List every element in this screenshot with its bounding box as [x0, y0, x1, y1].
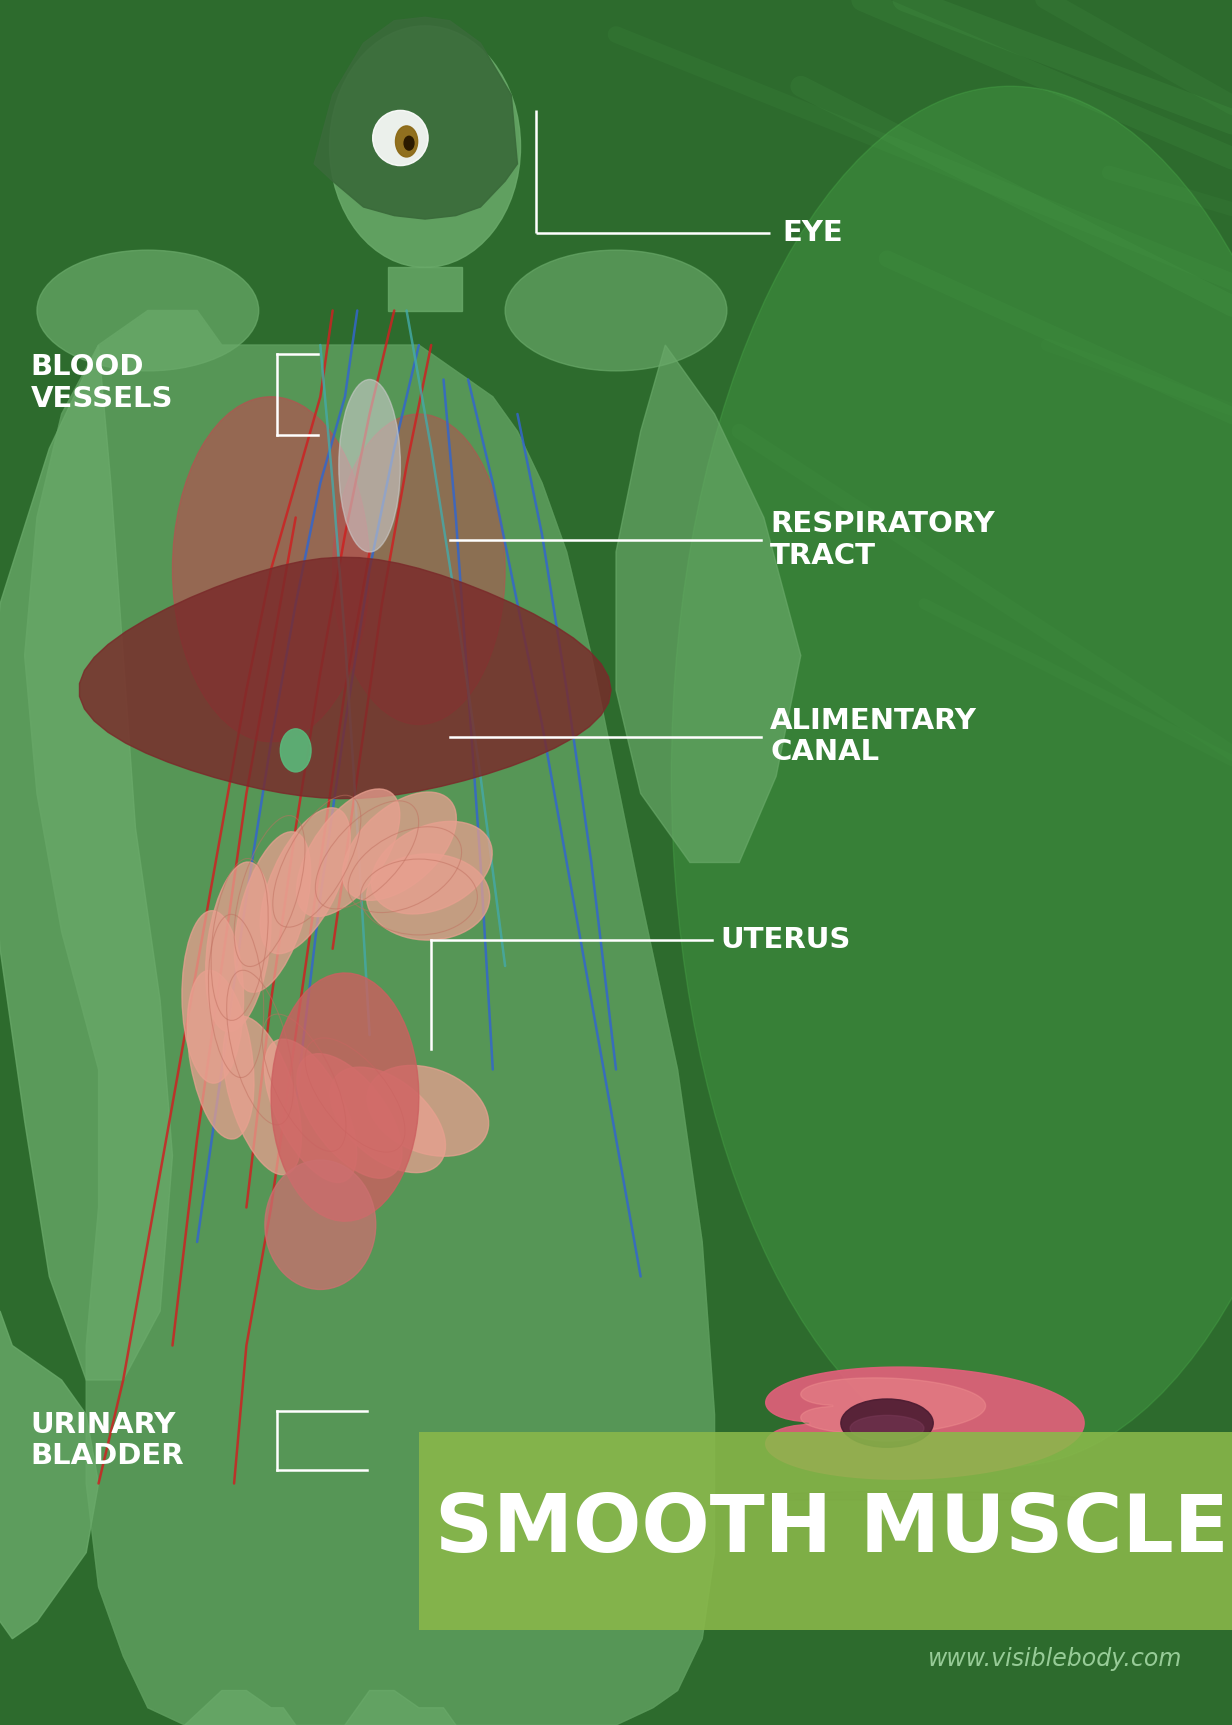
- Ellipse shape: [265, 1038, 357, 1182]
- Ellipse shape: [172, 397, 370, 742]
- Ellipse shape: [329, 26, 520, 267]
- Polygon shape: [172, 1690, 296, 1725]
- Ellipse shape: [850, 1414, 924, 1442]
- Ellipse shape: [505, 250, 727, 371]
- Ellipse shape: [297, 788, 400, 916]
- Ellipse shape: [840, 1399, 934, 1447]
- Ellipse shape: [330, 1068, 446, 1173]
- Polygon shape: [333, 1690, 456, 1725]
- Text: SMOOTH MUSCLE: SMOOTH MUSCLE: [435, 1490, 1228, 1570]
- Ellipse shape: [671, 86, 1232, 1466]
- Polygon shape: [388, 267, 462, 310]
- Ellipse shape: [280, 730, 310, 773]
- FancyBboxPatch shape: [419, 1432, 1232, 1630]
- Text: UTERUS: UTERUS: [721, 926, 851, 954]
- Ellipse shape: [371, 821, 493, 914]
- Ellipse shape: [404, 136, 414, 150]
- Ellipse shape: [260, 807, 350, 954]
- Text: URINARY
BLADDER: URINARY BLADDER: [31, 1411, 185, 1470]
- Ellipse shape: [395, 126, 418, 157]
- Ellipse shape: [182, 911, 244, 1083]
- Polygon shape: [766, 1368, 1084, 1478]
- Ellipse shape: [187, 971, 254, 1138]
- Polygon shape: [80, 557, 611, 799]
- Ellipse shape: [333, 414, 505, 724]
- Ellipse shape: [223, 1016, 302, 1175]
- Polygon shape: [616, 345, 801, 862]
- Polygon shape: [25, 310, 715, 1725]
- Polygon shape: [271, 973, 419, 1221]
- Ellipse shape: [37, 250, 259, 371]
- Polygon shape: [25, 310, 715, 1725]
- Ellipse shape: [367, 854, 490, 940]
- Ellipse shape: [206, 862, 271, 1032]
- Text: RESPIRATORY
TRACT: RESPIRATORY TRACT: [770, 511, 994, 569]
- Ellipse shape: [342, 792, 456, 900]
- Ellipse shape: [339, 380, 400, 552]
- Polygon shape: [314, 17, 517, 219]
- Ellipse shape: [234, 831, 310, 992]
- Text: BLOOD
VESSELS: BLOOD VESSELS: [31, 354, 174, 412]
- Ellipse shape: [373, 110, 429, 166]
- Text: ALIMENTARY
CANAL: ALIMENTARY CANAL: [770, 707, 977, 766]
- Polygon shape: [0, 1311, 99, 1639]
- Text: www.visiblebody.com: www.visiblebody.com: [929, 1647, 1183, 1672]
- Ellipse shape: [265, 1159, 376, 1290]
- Polygon shape: [0, 345, 172, 1380]
- Ellipse shape: [367, 1066, 489, 1156]
- Text: EYE: EYE: [782, 219, 843, 247]
- Polygon shape: [766, 1492, 1084, 1501]
- Ellipse shape: [297, 1054, 402, 1178]
- Polygon shape: [801, 1378, 986, 1433]
